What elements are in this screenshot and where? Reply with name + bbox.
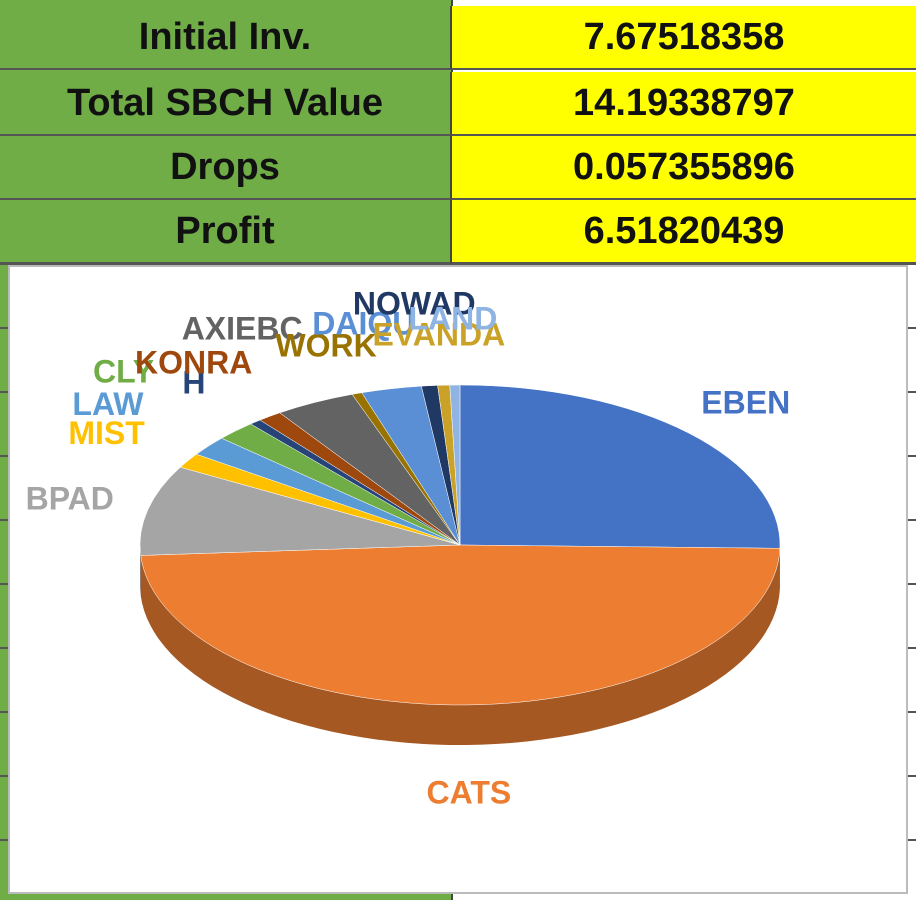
pie-label: CLY xyxy=(93,353,154,389)
table-row: Total SBCH Value 14.19338797 xyxy=(0,72,916,136)
pie-label: EBEN xyxy=(701,385,790,421)
label-cell: Drops xyxy=(0,136,452,200)
pie-label: LAND xyxy=(408,300,497,336)
table-row: Initial Inv. 7.67518358 xyxy=(0,6,916,70)
pie-slice-side xyxy=(140,545,141,596)
pie-slice xyxy=(459,384,781,549)
label-cell: Initial Inv. xyxy=(0,6,452,70)
pie-label: H xyxy=(182,365,205,401)
pie-label: LAW xyxy=(72,386,144,422)
pie-label: WORK xyxy=(275,328,376,364)
pie-slice xyxy=(139,466,461,556)
value-cell: 6.51820439 xyxy=(452,200,916,264)
pie-label: KONRA xyxy=(135,344,252,380)
value-cell: 14.19338797 xyxy=(452,72,916,136)
pie-label: NOWAD xyxy=(353,286,476,322)
value-cell: 0.057355896 xyxy=(452,136,916,200)
pie-label: CATS xyxy=(427,774,512,810)
table-row: Profit 6.51820439 xyxy=(0,200,916,264)
pie-label: BPAD xyxy=(26,481,114,517)
pie-label: MIST xyxy=(68,415,145,451)
value-cell: 7.67518358 xyxy=(452,6,916,70)
table-row: Drops 0.057355896 xyxy=(0,136,916,200)
pie-slice xyxy=(140,544,781,706)
label-cell: Total SBCH Value xyxy=(0,72,452,136)
pie-slice-side xyxy=(140,548,780,746)
pie-slice xyxy=(449,384,461,546)
pie-label: DAIQU xyxy=(312,306,415,342)
label-cell: Profit xyxy=(0,200,452,264)
pie-label: EVANDA xyxy=(372,317,505,353)
pie-label: AXIEBC xyxy=(182,311,303,347)
